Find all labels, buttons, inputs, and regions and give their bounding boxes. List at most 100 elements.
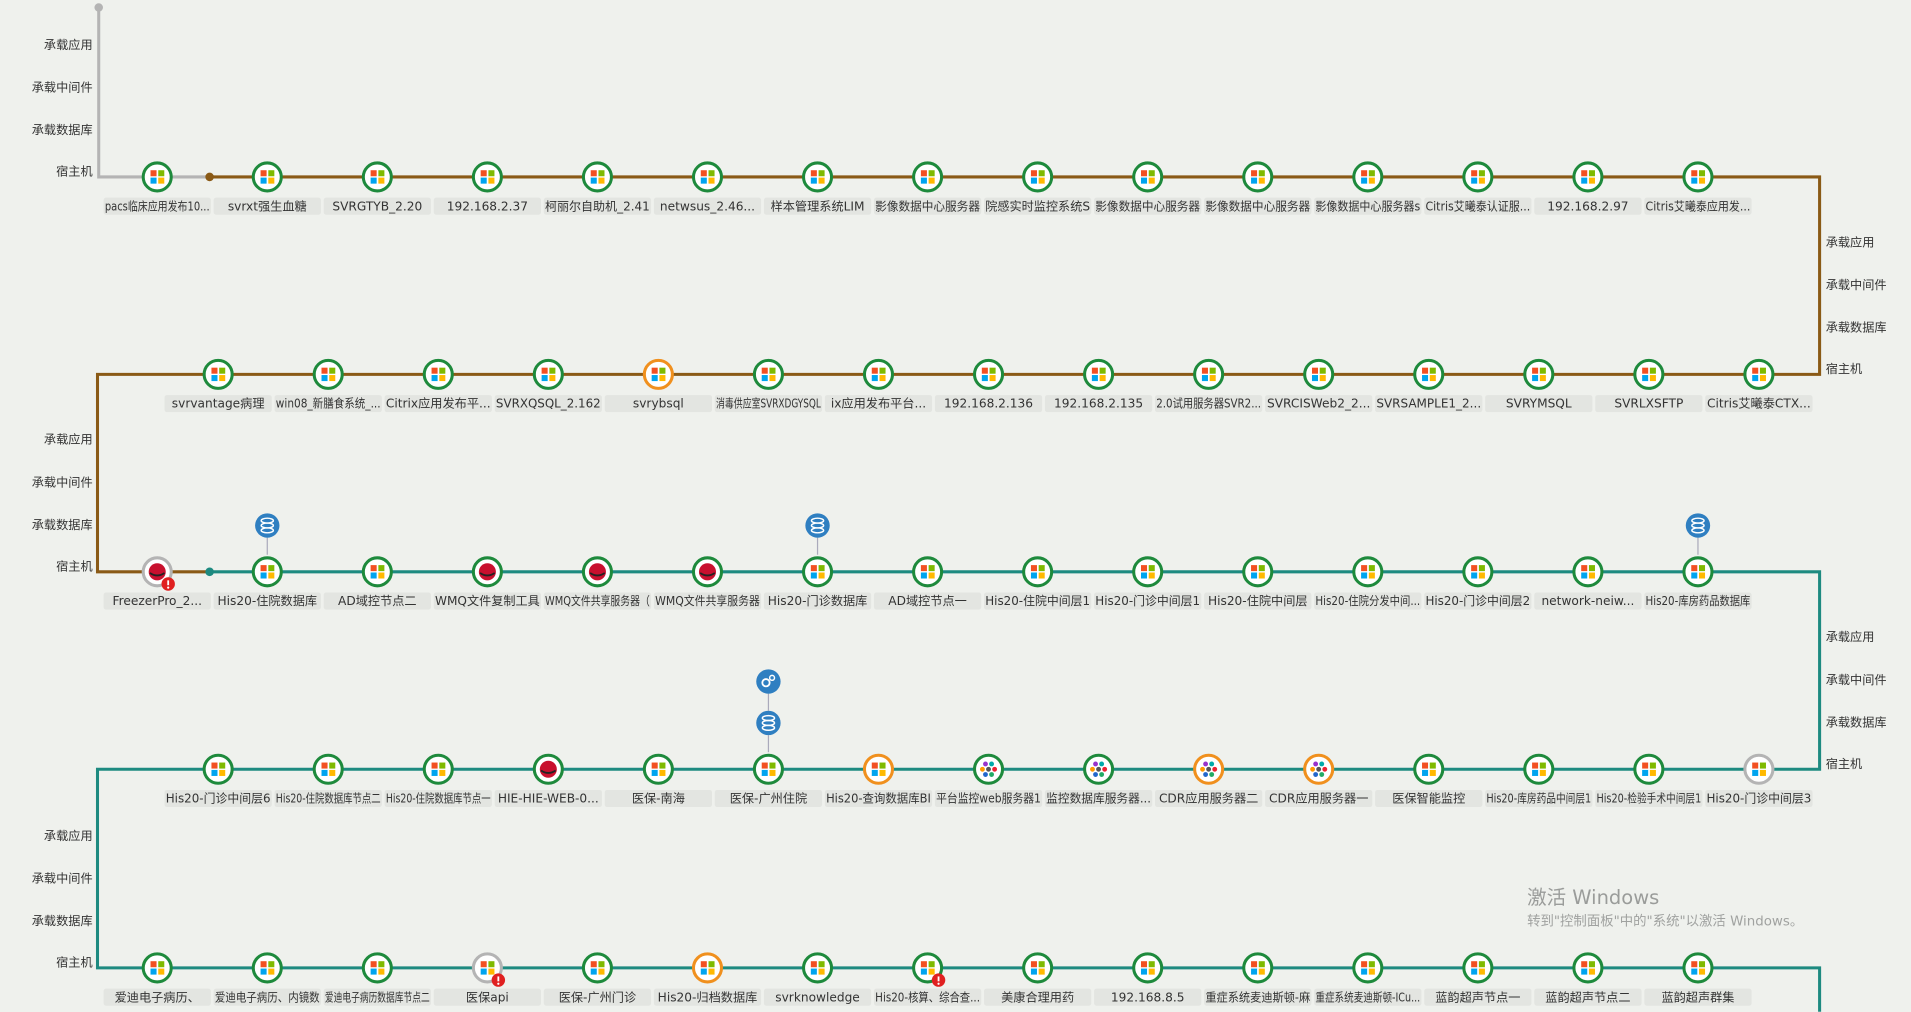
server-node[interactable]: ix应用发布平台...	[824, 358, 933, 413]
server-node[interactable]: SVRLXSFTP	[1595, 358, 1703, 413]
server-node[interactable]: svrknowledge	[763, 952, 872, 1006]
server-node[interactable]: 美康合理用药	[984, 952, 1092, 1006]
os-icon	[879, 367, 886, 374]
os-icon	[1140, 177, 1148, 184]
server-node[interactable]: His20-核算、综合查...	[873, 952, 982, 1006]
server-node[interactable]: Citris艾曦泰认证服...	[1424, 161, 1532, 215]
server-node[interactable]: His20-住院分发中间...	[1314, 556, 1422, 610]
os-icon	[818, 170, 825, 177]
node-label-bg	[873, 988, 982, 1006]
server-node[interactable]: His20-门诊中间层6	[164, 753, 272, 808]
server-node[interactable]: 192.168.2.135	[1044, 358, 1153, 413]
server-node[interactable]: FreezerPro_2...	[103, 556, 211, 610]
server-node[interactable]: 平台监控web服务器1	[934, 753, 1043, 808]
os-icon	[1258, 968, 1265, 975]
server-node[interactable]: Citrix应用发布平...	[384, 358, 492, 413]
server-node[interactable]: HIE-HIE-WEB-0...	[494, 753, 602, 808]
server-node[interactable]: 192.168.2.97	[1534, 161, 1642, 215]
server-node[interactable]: His20-门诊数据库	[763, 513, 872, 610]
server-node[interactable]: SVRCISWeb2_2...	[1265, 358, 1373, 413]
server-node[interactable]: AD域控节点一	[873, 556, 982, 610]
server-node[interactable]: 消毒供应室SVRXDGYSQL	[714, 358, 823, 413]
server-node[interactable]: His20-库房药品中间层1	[1485, 753, 1593, 808]
os-icon	[871, 762, 878, 769]
server-node[interactable]: svrxt强生血糖	[213, 161, 321, 215]
server-node[interactable]: 柯丽尔自助机_2.41	[543, 161, 652, 215]
os-icon	[1368, 177, 1375, 184]
server-node[interactable]: SVRGTYB_2.20	[323, 161, 431, 215]
server-node[interactable]: WMQ文件共享服务器（	[543, 556, 652, 610]
os-icon	[651, 375, 658, 382]
server-node[interactable]: Citris艾曦泰CTX...	[1705, 358, 1813, 413]
server-node[interactable]: svrvantage病理	[164, 358, 272, 413]
os-icon	[979, 766, 985, 772]
server-node[interactable]: svrybsql	[604, 358, 712, 413]
server-node[interactable]: 192.168.2.37	[433, 161, 542, 215]
server-node[interactable]: 医保-广州门诊	[543, 952, 652, 1006]
os-icon	[370, 961, 377, 968]
server-node[interactable]: 重症系统麦迪斯顿-ICu...	[1314, 952, 1422, 1006]
server-node[interactable]: CDR应用服务器一	[1265, 753, 1373, 808]
server-node[interactable]: netwsus_2.46...	[653, 161, 762, 215]
server-node[interactable]: 医保api	[433, 952, 542, 1006]
server-node[interactable]: pacs临床应用发布10...	[103, 161, 211, 215]
server-node[interactable]: His20-归档数据库	[653, 952, 762, 1006]
link	[97, 6, 210, 179]
node-label-bg	[1595, 789, 1703, 808]
server-node[interactable]: 2.0试用服务器SVR2...	[1155, 358, 1263, 413]
server-node[interactable]: Citris艾曦泰应用发...	[1644, 161, 1752, 215]
server-node[interactable]: WMQ文件复制工具	[433, 556, 542, 610]
os-icon	[871, 769, 878, 776]
server-node[interactable]: 蓝韵超声节点二	[1534, 952, 1642, 1006]
os-icon	[1698, 968, 1706, 975]
server-node[interactable]: CDR应用服务器二	[1155, 753, 1263, 808]
server-node[interactable]: 影像数据中心服务器	[1094, 161, 1202, 215]
server-node[interactable]: His20-门诊中间层2	[1424, 556, 1532, 610]
server-node[interactable]: SVRYMSQL	[1485, 358, 1593, 413]
node-label: His20-住院数据库	[217, 593, 317, 608]
os-icon	[1478, 968, 1485, 975]
server-node[interactable]: His20-门诊中间层3	[1705, 753, 1813, 808]
server-node[interactable]: SVRSAMPLE1_2...	[1375, 358, 1483, 413]
server-node[interactable]: 医保智能监控	[1375, 753, 1483, 808]
server-node[interactable]: 影像数据中心服务器s	[1314, 161, 1422, 215]
os-icon	[439, 375, 446, 382]
server-node[interactable]: 医保-南海	[604, 753, 712, 808]
server-node[interactable]: 样本管理系统LIM	[763, 161, 872, 215]
server-node[interactable]: His20-查询数据库BI	[824, 753, 933, 808]
server-node[interactable]: network-neiw...	[1534, 556, 1642, 610]
server-node[interactable]: 爱迪电子病历数据库节点二	[323, 952, 431, 1006]
os-icon	[329, 375, 336, 382]
server-node[interactable]: His20-住院数据库节点二	[274, 753, 382, 808]
server-node[interactable]: 爱迪电子病历、内镜数	[213, 952, 321, 1006]
server-node[interactable]: SVRXQSQL_2.162	[494, 358, 602, 413]
os-icon	[378, 968, 385, 975]
layer-label: 宿主机	[56, 558, 93, 573]
server-node[interactable]: His20-住院中间层	[1204, 556, 1312, 610]
os-icon	[1429, 769, 1436, 776]
server-node[interactable]: 医保-广州住院	[714, 669, 823, 808]
node-ring	[1352, 952, 1384, 984]
server-node[interactable]: 192.168.8.5	[1094, 952, 1202, 1006]
server-node[interactable]: His20-库房药品数据库	[1644, 513, 1752, 610]
server-node[interactable]: WMQ文件共享服务器	[653, 556, 762, 610]
server-node[interactable]: 影像数据中心服务器	[873, 161, 982, 215]
server-node[interactable]: 影像数据中心服务器	[1204, 161, 1312, 215]
server-node[interactable]: 重症系统麦迪斯顿-麻	[1204, 952, 1312, 1006]
server-node[interactable]: AD域控节点二	[323, 556, 431, 610]
server-node[interactable]: 192.168.2.136	[934, 358, 1043, 413]
server-node[interactable]: 院感实时监控系统S	[984, 161, 1092, 215]
server-node[interactable]: 监控数据库服务器...	[1044, 753, 1153, 808]
server-node[interactable]: 蓝韵超声群集	[1644, 952, 1752, 1006]
server-node[interactable]: win08_新膳食系统_...	[274, 358, 382, 413]
server-node[interactable]: His20-住院数据库节点一	[384, 753, 492, 808]
node-label-bg	[653, 988, 762, 1006]
node-ring	[1462, 161, 1494, 193]
server-node[interactable]: His20-门诊中间层1	[1094, 556, 1202, 610]
server-node[interactable]: His20-住院中间层1	[984, 556, 1092, 610]
server-node[interactable]: His20-检验手术中间层1	[1595, 753, 1703, 808]
server-node[interactable]: 蓝韵超声节点一	[1424, 952, 1532, 1006]
server-node[interactable]: 爱迪电子病历、	[103, 952, 211, 1006]
node-label: His20-住院数据库节点一	[386, 791, 491, 806]
server-node[interactable]: His20-住院数据库	[213, 513, 321, 610]
